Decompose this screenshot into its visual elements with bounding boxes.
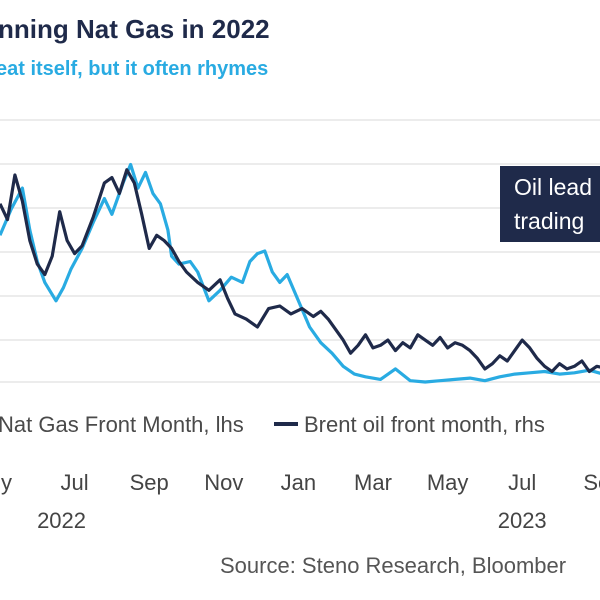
- x-tick-label: Sep: [130, 470, 169, 495]
- chart-subtitle: eat itself, but it often rhymes: [0, 58, 269, 80]
- x-year-label: 2022: [37, 508, 86, 533]
- annotation-box: Oil lead trading: [500, 166, 600, 242]
- x-year-label: 2023: [498, 508, 547, 533]
- x-tick-label: Jul: [508, 470, 536, 495]
- x-tick-label: Mar: [354, 470, 392, 495]
- x-tick-label: May: [427, 470, 469, 495]
- gridlines: [0, 119, 600, 383]
- legend-brent-label: Brent oil front month, rhs: [304, 412, 545, 437]
- x-tick-label: Se: [583, 470, 600, 495]
- x-tick-label: y: [1, 470, 12, 495]
- x-tick-label: Nov: [204, 470, 243, 495]
- x-tick-label: Jan: [281, 470, 316, 495]
- source-note: Source: Steno Research, Bloomber: [220, 553, 567, 578]
- series-layer: [0, 162, 600, 384]
- chart-title: nning Nat Gas in 2022: [0, 14, 270, 44]
- legend-nat-gas-label: Nat Gas Front Month, lhs: [0, 412, 244, 437]
- annotation-line-1: Oil lead: [514, 174, 592, 200]
- brent-line: [0, 168, 600, 374]
- x-tick-label: Jul: [61, 470, 89, 495]
- legend: Nat Gas Front Month, lhs Brent oil front…: [0, 412, 545, 437]
- annotation-line-2: trading: [514, 208, 585, 234]
- x-axis-ticks: y Jul Sep Nov Jan Mar May Jul Se 2022 2023: [1, 470, 600, 533]
